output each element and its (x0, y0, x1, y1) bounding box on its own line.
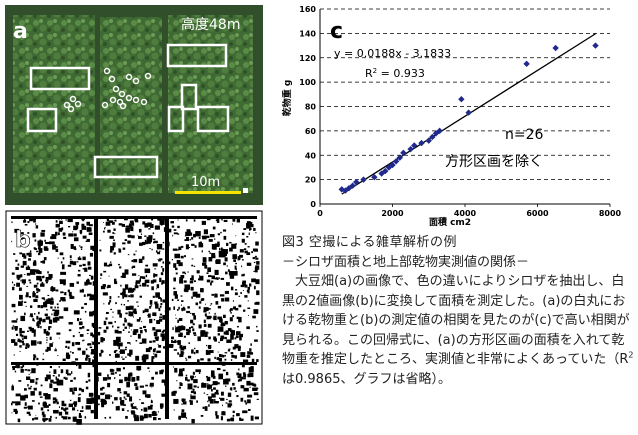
data-point (342, 187, 349, 194)
data-point (385, 164, 393, 171)
regression-equation: y = 0.0188x - 3.1833 (334, 47, 451, 60)
square-plot (93, 155, 159, 179)
y-tick-label: 120 (299, 54, 316, 63)
data-point (523, 60, 530, 68)
field-plot-left (13, 15, 95, 193)
square-plot (167, 105, 185, 133)
data-point (353, 178, 360, 186)
data-point (552, 44, 559, 52)
y-tick-label: 80 (305, 103, 317, 112)
scale-label: 10m (191, 175, 220, 190)
data-point (382, 167, 389, 175)
x-tick-label: 8000 (599, 209, 622, 218)
y-tick-label: 20 (305, 176, 317, 185)
y-tick-label: 0 (310, 200, 316, 209)
y-tick-label: 160 (299, 5, 316, 14)
data-point (425, 137, 432, 144)
square-plot (26, 107, 58, 133)
figure-caption: 図3 空撮による雑草解析の例 －シロザ面積と地上部乾物実測値の関係－ 大豆畑(a… (282, 233, 634, 389)
data-point (418, 139, 425, 147)
y-tick-label: 40 (305, 151, 317, 160)
data-point (592, 42, 599, 49)
r-squared: R2 = 0.933 (365, 67, 425, 80)
data-point (392, 158, 400, 165)
square-plot (196, 105, 230, 133)
y-tick-label: 100 (299, 78, 316, 87)
panel-label-a: a (13, 19, 28, 44)
data-point (400, 149, 407, 157)
square-plot (29, 66, 91, 91)
data-point (338, 186, 345, 193)
data-point (349, 182, 356, 189)
data-point (465, 109, 472, 116)
field-plot-center (100, 17, 162, 193)
x-tick-label: 4000 (454, 209, 477, 218)
square-plot (180, 83, 198, 111)
scatter-chart-c: 0 20 40 60 80 100 120 140 160 0 2000 4000 6000 8000 c… (281, 5, 622, 228)
white-circle-samples (63, 67, 152, 113)
data-point (371, 173, 378, 181)
x-axis-label: 面積 cm2 (429, 216, 471, 228)
x-tick-label: 6000 (526, 209, 549, 218)
data-point (429, 133, 436, 141)
square-plot (166, 43, 228, 68)
data-point (345, 184, 353, 192)
exclusion-note: 方形区画を除く (445, 154, 543, 170)
x-tick-label: 2000 (381, 209, 404, 218)
y-tick-label: 140 (299, 29, 316, 38)
y-tick-label: 60 (305, 127, 317, 136)
y-axis-label: 乾物重 g (281, 80, 293, 117)
data-point (458, 95, 465, 103)
binary-image-b: b (5, 210, 263, 425)
panel-label-b: b (15, 228, 31, 253)
aerial-photo-a: a 高度48m 10m (5, 5, 263, 205)
data-point (389, 161, 396, 169)
caption-subtitle: －シロザ面積と地上部乾物実測値の関係－ (282, 254, 530, 270)
weed-speckle-pattern (11, 216, 260, 425)
panel-label-c: c (330, 19, 343, 44)
data-point (432, 130, 440, 137)
data-point (378, 170, 385, 177)
x-tick-label: 0 (317, 209, 323, 218)
data-point (396, 154, 403, 161)
caption-title: 図3 空撮による雑草解析の例 (282, 235, 458, 250)
data-point (407, 145, 414, 153)
altitude-label: 高度48m (181, 16, 240, 33)
data-point (436, 127, 443, 135)
data-point (411, 142, 418, 149)
scale-bar (175, 191, 241, 194)
caption-body: 大豆畑(a)の画像で、色の違いによりシロザを抽出し、白黒の2値画像(b)に変換し… (282, 274, 634, 387)
data-point (360, 176, 367, 183)
sample-count: n=26 (505, 127, 544, 143)
